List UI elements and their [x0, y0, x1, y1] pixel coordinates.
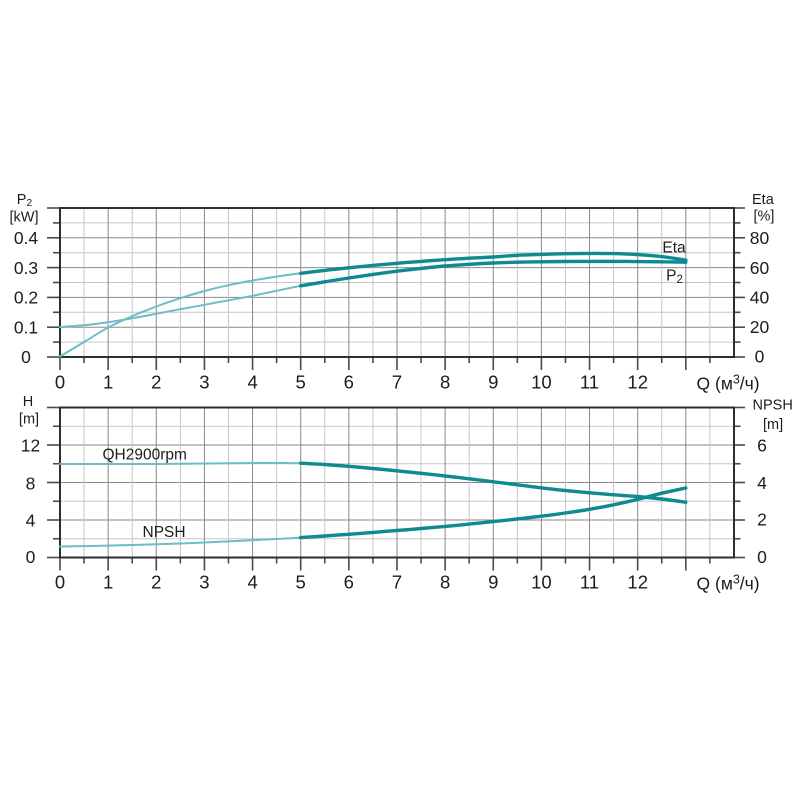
svg-text:[m]: [m]: [763, 417, 783, 433]
svg-text:H: H: [23, 394, 33, 410]
svg-text:3: 3: [199, 372, 209, 393]
svg-text:80: 80: [750, 228, 770, 248]
svg-text:3: 3: [199, 572, 209, 593]
svg-text:0: 0: [55, 372, 65, 393]
svg-text:0.2: 0.2: [14, 288, 38, 308]
svg-text:Eta: Eta: [752, 192, 775, 208]
svg-text:1: 1: [103, 372, 113, 393]
svg-text:0: 0: [21, 347, 31, 367]
svg-text:P2: P2: [17, 192, 33, 209]
svg-text:10: 10: [531, 372, 552, 393]
svg-text:20: 20: [750, 317, 770, 337]
svg-text:40: 40: [750, 288, 770, 308]
svg-text:QH2900rpm: QH2900rpm: [103, 447, 187, 464]
svg-text:8: 8: [26, 474, 36, 494]
svg-text:8: 8: [440, 572, 450, 593]
svg-text:6: 6: [344, 372, 354, 393]
svg-text:Q (м3/ч): Q (м3/ч): [697, 573, 760, 594]
svg-text:8: 8: [440, 372, 450, 393]
svg-text:[kW]: [kW]: [10, 210, 39, 226]
svg-text:4: 4: [26, 511, 36, 531]
svg-text:[%]: [%]: [754, 209, 775, 225]
svg-text:2: 2: [151, 572, 161, 593]
svg-text:9: 9: [488, 572, 498, 593]
svg-text:0: 0: [755, 347, 765, 367]
svg-text:Q (м3/ч): Q (м3/ч): [697, 373, 760, 394]
svg-text:0.4: 0.4: [14, 228, 39, 248]
svg-text:12: 12: [627, 572, 648, 593]
svg-text:Eta: Eta: [662, 240, 686, 257]
svg-text:0: 0: [757, 547, 767, 567]
svg-text:11: 11: [580, 372, 599, 393]
svg-text:5: 5: [296, 572, 306, 593]
svg-text:1: 1: [103, 572, 113, 593]
svg-text:NPSH: NPSH: [753, 398, 793, 414]
svg-text:5: 5: [296, 372, 306, 393]
svg-text:10: 10: [531, 572, 552, 593]
svg-text:4: 4: [757, 473, 767, 493]
svg-text:2: 2: [151, 372, 161, 393]
svg-text:0.3: 0.3: [14, 258, 38, 278]
svg-text:0.1: 0.1: [14, 318, 38, 338]
svg-text:NPSH: NPSH: [143, 524, 186, 541]
svg-text:12: 12: [627, 372, 648, 393]
svg-text:7: 7: [392, 572, 402, 593]
svg-text:2: 2: [757, 510, 767, 530]
svg-text:7: 7: [392, 372, 402, 393]
svg-text:12: 12: [21, 436, 40, 456]
svg-text:9: 9: [488, 372, 498, 393]
svg-text:6: 6: [757, 436, 767, 456]
svg-text:0: 0: [26, 547, 36, 567]
svg-text:11: 11: [580, 572, 599, 593]
svg-text:4: 4: [247, 372, 257, 393]
svg-text:6: 6: [344, 572, 354, 593]
svg-text:[m]: [m]: [19, 412, 39, 428]
svg-text:60: 60: [750, 258, 770, 278]
svg-text:4: 4: [247, 572, 257, 593]
svg-text:0: 0: [55, 572, 65, 593]
